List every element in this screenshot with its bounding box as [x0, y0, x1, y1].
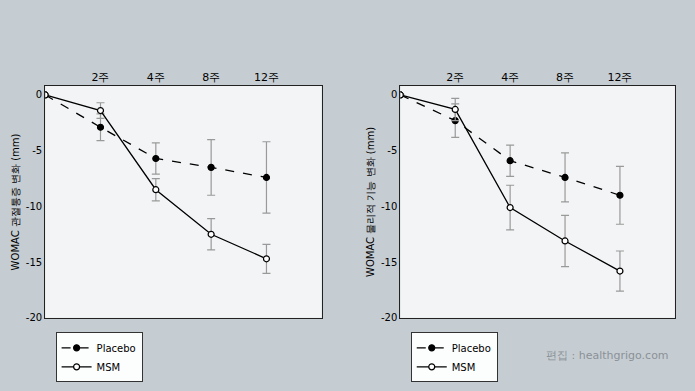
svg-text:-10: -10	[26, 201, 42, 212]
svg-text:-15: -15	[26, 257, 42, 268]
svg-text:-15: -15	[381, 257, 397, 268]
svg-text:Placebo: Placebo	[97, 343, 136, 354]
svg-text:편집 : healthgrigo.com: 편집 : healthgrigo.com	[546, 349, 669, 362]
svg-text:-20: -20	[381, 312, 397, 323]
svg-text:-5: -5	[32, 145, 42, 156]
svg-text:WOMAC 물리적 기능 변화 (mm): WOMAC 물리적 기능 변화 (mm)	[365, 127, 376, 277]
svg-text:MSM: MSM	[97, 362, 121, 373]
svg-text:MSM: MSM	[452, 362, 476, 373]
svg-text:0: 0	[36, 89, 42, 100]
svg-text:8주: 8주	[556, 71, 574, 84]
svg-text:-5: -5	[387, 145, 397, 156]
svg-text:-20: -20	[26, 312, 42, 323]
svg-text:12주: 12주	[607, 71, 632, 84]
svg-text:2주: 2주	[446, 71, 464, 84]
svg-text:4주: 4주	[147, 71, 165, 84]
svg-text:4주: 4주	[501, 71, 519, 84]
svg-text:Placebo: Placebo	[452, 343, 491, 354]
svg-text:8주: 8주	[202, 71, 220, 84]
svg-text:2주: 2주	[91, 71, 109, 84]
svg-text:WOMAC 관절통증 변화 (mm): WOMAC 관절통증 변화 (mm)	[10, 133, 21, 270]
svg-text:0: 0	[391, 89, 397, 100]
svg-text:-10: -10	[381, 201, 397, 212]
svg-text:12주: 12주	[254, 71, 279, 84]
